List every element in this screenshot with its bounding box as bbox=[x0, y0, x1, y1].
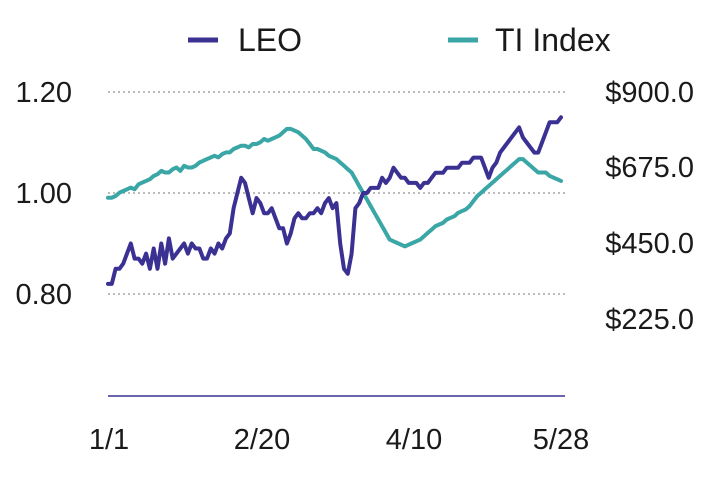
legend-label-leo: LEO bbox=[238, 22, 302, 58]
x-tick-label: 1/1 bbox=[89, 424, 129, 456]
y-right-tick-label: $900.0 bbox=[605, 77, 694, 109]
legend-label-ti-index: TI Index bbox=[495, 22, 611, 58]
y-right-tick-label: $675.0 bbox=[605, 152, 694, 184]
y-right-tick-label: $225.0 bbox=[605, 304, 694, 336]
x-tick-label: 2/20 bbox=[234, 424, 290, 456]
series-line-leo bbox=[106, 115, 563, 286]
series-line-ti-index bbox=[106, 126, 563, 249]
y-left-tick-label: 1.20 bbox=[16, 77, 72, 109]
grid bbox=[108, 91, 565, 397]
y-right-tick-label: $450.0 bbox=[605, 228, 694, 260]
y-left-tick-label: 0.80 bbox=[16, 279, 72, 311]
x-tick-label: 4/10 bbox=[386, 424, 442, 456]
y-left-tick-label: 1.00 bbox=[16, 178, 72, 210]
y-axis-right: $900.0 $675.0 $450.0 $225.0 bbox=[605, 77, 694, 336]
x-axis: 1/1 2/20 4/10 5/28 bbox=[89, 424, 589, 456]
x-tick-label: 5/28 bbox=[533, 424, 589, 456]
y-axis-left: 1.20 1.00 0.80 bbox=[16, 77, 72, 311]
series-layer bbox=[106, 115, 563, 286]
legend: LEO TI Index bbox=[188, 22, 611, 58]
